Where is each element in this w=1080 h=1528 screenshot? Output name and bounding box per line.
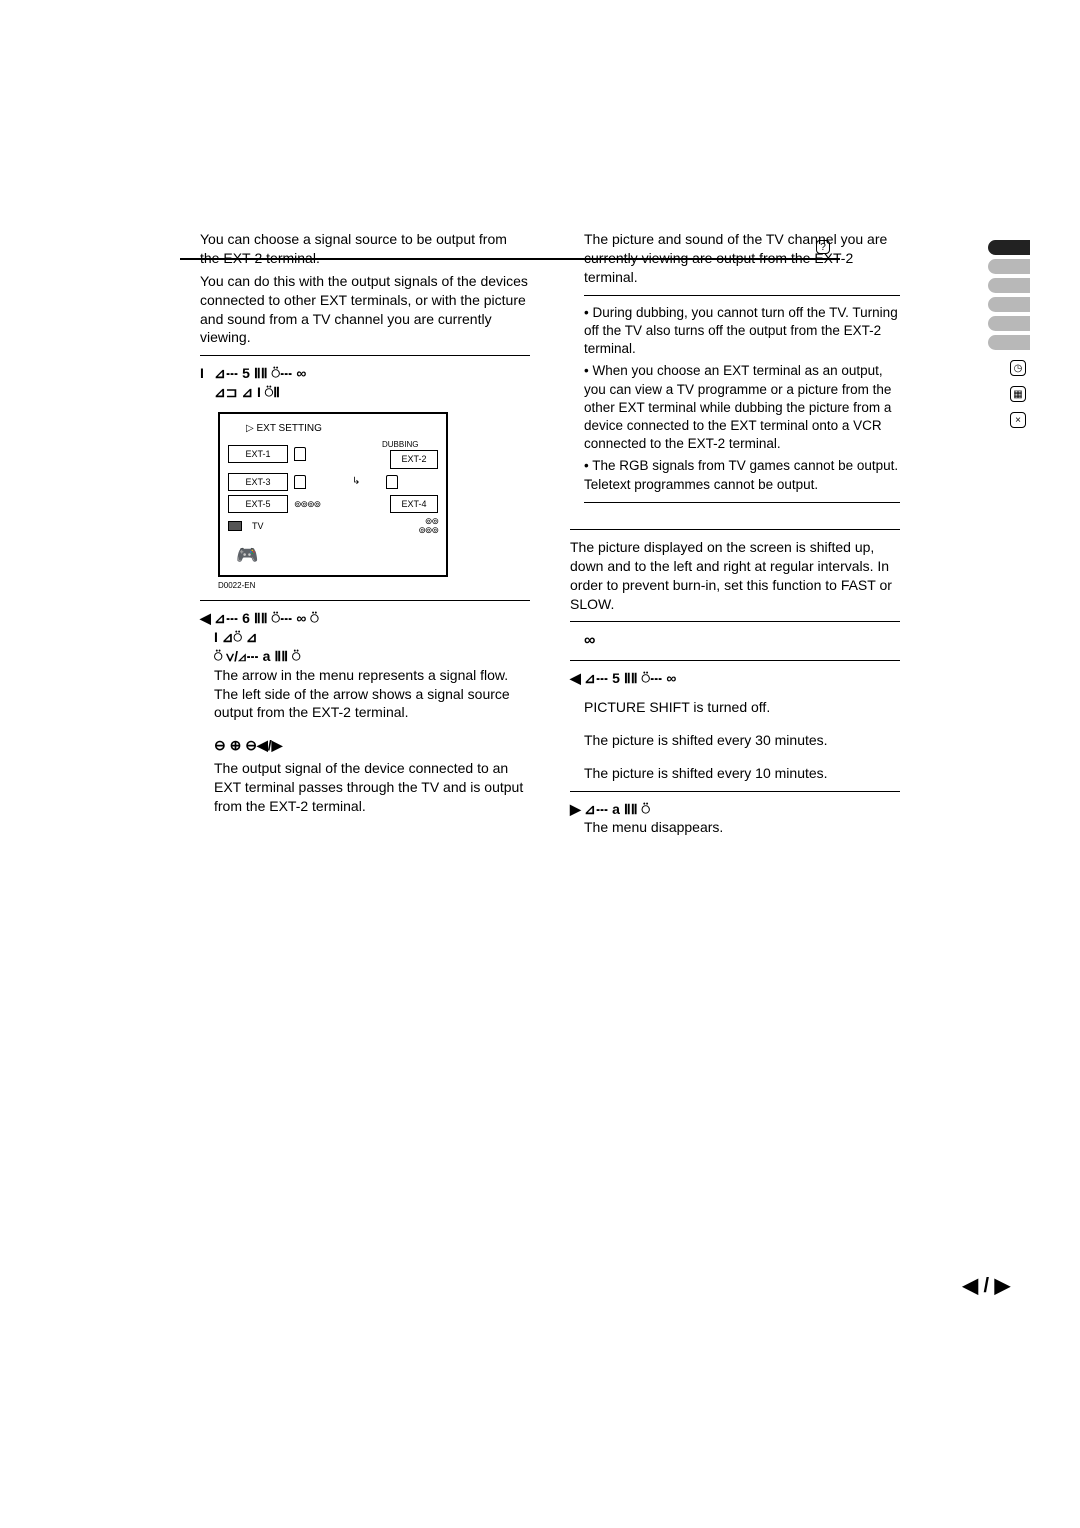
clock-icon: ◷ (1010, 360, 1026, 376)
opt-off-desc: PICTURE SHIFT is turned off. (584, 698, 900, 717)
side-tab-3 (988, 278, 1030, 293)
side-tabs: ◷ ▦ × (988, 240, 1030, 428)
step-6-desc-2: The output signal of the device connecte… (200, 759, 530, 816)
ext-setting-diagram: ▷ EXT SETTING EXT-1 DUBBING EXT-2 EXT-3 … (218, 412, 448, 577)
picture-shift-intro: The picture displayed on the screen is s… (570, 538, 900, 614)
intro-para-1: You can choose a signal source to be out… (200, 230, 530, 268)
ports-icon: ⊚⊚⊚⊚ (294, 498, 320, 510)
notes-list: • During dubbing, you cannot turn off th… (584, 304, 900, 494)
arrow-icon: ↳ (352, 475, 360, 489)
step-6: ◀ ⊿𝌀 6 ⅡⅡ ⍥𝌀 ∞ ⍥I ⊿⍥ ⊿⍥ ∨/⊿𝌀 a ⅡⅡ ⍥ (200, 609, 530, 666)
ext2-box: EXT-2 (390, 450, 438, 468)
side-tab-2 (988, 259, 1030, 274)
header-rule (180, 258, 840, 260)
rule (570, 660, 900, 661)
rule (570, 791, 900, 792)
opt-fast-desc: The picture is shifted every 10 minutes. (584, 764, 900, 783)
exit-step-text: ⊿𝌀 a ⅡⅡ ⍥ (584, 801, 650, 817)
exit-desc: The menu disappears. (570, 818, 900, 837)
step-marker-icon: I (200, 364, 204, 383)
step-marker-left-icon: ◀ (200, 609, 211, 628)
ext1-box: EXT-1 (228, 445, 288, 463)
step-6-desc: The arrow in the menu represents a signa… (200, 666, 530, 723)
controller-icon: 🎮 (236, 543, 438, 567)
left-column: You can choose a signal source to be out… (200, 230, 530, 841)
dubbing-label: DUBBING (382, 440, 438, 451)
side-tab-1 (988, 240, 1030, 255)
rule (200, 355, 530, 356)
ps-step-text: ⊿𝌀 5 ⅡⅡ ⍥𝌀 ∞ (584, 670, 676, 686)
vcr-icon (294, 447, 306, 461)
ports-icon-2: ⊚⊚⊚⊚⊚ (418, 517, 438, 535)
right-column: The picture and sound of the TV channel … (570, 230, 900, 841)
side-tab-5 (988, 316, 1030, 331)
section-rule (570, 529, 900, 530)
note-item: • During dubbing, you cannot turn off th… (584, 304, 900, 359)
diagram-title: ▷ EXT SETTING (246, 422, 438, 436)
arrow-variants: ⊖ ⊕ ⊖◀/▶ (200, 736, 530, 755)
step-marker-left-icon: ◀ (570, 669, 581, 688)
vcr-icon-3 (386, 475, 398, 489)
side-tab-6 (988, 335, 1030, 350)
step-marker-right-icon: ▶ (570, 800, 581, 819)
rule (570, 621, 900, 622)
ext3-box: EXT-3 (228, 473, 288, 491)
infinity-symbol: ∞ (570, 630, 900, 652)
help-icon: ? (816, 240, 830, 254)
tv-label: TV (252, 520, 264, 532)
rule (584, 502, 900, 503)
ext4-box: EXT-4 (390, 495, 438, 513)
note-item: • When you choose an EXT terminal as an … (584, 362, 900, 453)
grid-icon: ▦ (1010, 386, 1026, 402)
vcr-icon-2 (294, 475, 306, 489)
side-tab-4 (988, 297, 1030, 312)
step-5: I ⊿𝌀 5 ⅡⅡ ⍥𝌀 ∞⊿⊐ ⊿ I ⍥Ⅱ (200, 364, 530, 402)
ext5-box: EXT-5 (228, 495, 288, 513)
tv-icon (228, 521, 242, 531)
exit-step: ▶ ⊿𝌀 a ⅡⅡ ⍥ (570, 800, 900, 819)
close-icon: × (1010, 412, 1026, 428)
intro-para-2: You can do this with the output signals … (200, 272, 530, 348)
opt-slow-desc: The picture is shifted every 30 minutes. (584, 731, 900, 750)
note-item: • The RGB signals from TV games cannot b… (584, 457, 900, 493)
step-6-text: ⊿𝌀 6 ⅡⅡ ⍥𝌀 ∞ ⍥I ⊿⍥ ⊿⍥ ∨/⊿𝌀 a ⅡⅡ ⍥ (214, 610, 319, 664)
page-footer-arrows: ◀ / ▶ (963, 1273, 1010, 1298)
rule (584, 295, 900, 296)
diagram-id: D0022-EN (218, 581, 530, 592)
step-5-text: ⊿𝌀 5 ⅡⅡ ⍥𝌀 ∞⊿⊐ ⊿ I ⍥Ⅱ (214, 365, 306, 400)
rule (200, 600, 530, 601)
ps-step: ◀ ⊿𝌀 5 ⅡⅡ ⍥𝌀 ∞ (570, 669, 900, 688)
